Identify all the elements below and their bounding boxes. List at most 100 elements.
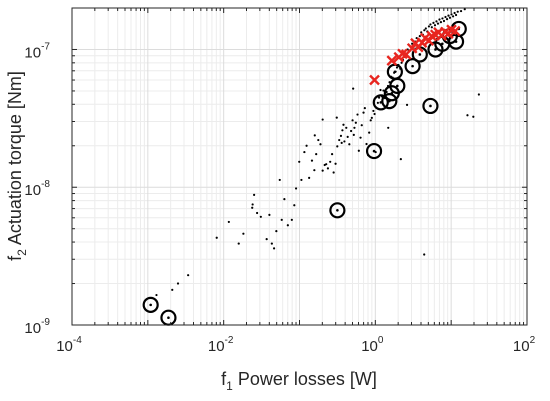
- data-point-dot: [253, 193, 256, 196]
- data-point-dot: [256, 211, 259, 215]
- data-point-dot: [439, 21, 443, 24]
- data-point-circle-center: [149, 303, 152, 307]
- data-point-dot: [343, 140, 346, 143]
- y-tick-label: 10-7: [24, 41, 50, 61]
- data-point-dot: [332, 171, 335, 174]
- data-point-dot: [351, 119, 354, 122]
- data-point-circle: [404, 58, 421, 75]
- data-point-dot: [441, 17, 444, 20]
- data-point-dot: [360, 124, 363, 127]
- data-point-dot: [442, 19, 446, 23]
- data-point-dot: [155, 293, 158, 297]
- x-tick-label: 102: [513, 335, 536, 355]
- data-point-dot: [438, 18, 441, 21]
- data-point-dot: [345, 126, 348, 129]
- data-point-dot: [427, 25, 431, 28]
- data-point-dot: [418, 35, 421, 38]
- data-point-circle-center: [393, 70, 397, 74]
- data-point-circle: [329, 202, 346, 219]
- data-point-dot: [330, 152, 334, 156]
- data-point-dot: [433, 24, 437, 27]
- data-point-dot: [305, 144, 308, 147]
- data-point-dot: [340, 141, 343, 144]
- data-point-circle-center: [441, 42, 444, 46]
- data-point-dot: [187, 274, 190, 277]
- data-point-cross: [369, 74, 380, 86]
- data-point-dot: [368, 131, 371, 134]
- data-point-dot: [352, 87, 355, 90]
- data-point-dot: [466, 114, 469, 117]
- data-point-dot: [259, 215, 262, 218]
- data-point-circle: [365, 142, 383, 160]
- data-point-dot: [334, 162, 337, 165]
- data-point-dot: [445, 18, 449, 21]
- data-point-dot: [448, 16, 452, 19]
- data-point-dot: [395, 66, 399, 69]
- x-tick-label: 100: [361, 335, 384, 355]
- data-point-dot: [346, 135, 349, 138]
- data-point-dot: [286, 224, 289, 227]
- data-point-dot: [268, 213, 271, 216]
- data-point-dot: [294, 187, 298, 190]
- data-point-dot: [472, 115, 475, 118]
- data-point-dot: [275, 230, 278, 233]
- data-point-dot: [365, 142, 368, 146]
- data-point-dot: [272, 247, 276, 250]
- data-point-dot: [310, 159, 314, 162]
- data-point-circle-center: [336, 209, 339, 212]
- data-point-dot: [242, 232, 245, 235]
- data-point-dot: [283, 198, 286, 201]
- data-point-dot: [359, 136, 362, 139]
- data-point-dot: [313, 134, 316, 137]
- data-point-dot: [313, 169, 316, 172]
- data-point-dot: [298, 160, 301, 163]
- data-point-dot: [377, 96, 381, 99]
- y-tick-label: 10-9: [24, 317, 50, 337]
- data-point-dot: [354, 121, 357, 124]
- data-point-dot: [326, 167, 330, 170]
- data-point-dot: [342, 123, 345, 126]
- data-point-circle: [389, 77, 406, 94]
- data-point-dot: [278, 178, 281, 182]
- data-point-dot: [349, 129, 353, 133]
- data-point-dot: [447, 14, 450, 17]
- data-point-dot: [369, 119, 372, 122]
- data-point-dot: [293, 204, 296, 207]
- data-point-dot: [341, 129, 344, 132]
- data-point-dot: [456, 10, 459, 13]
- data-point-circle-center: [411, 64, 414, 68]
- data-point-dot: [373, 112, 376, 116]
- data-point-circle-center: [429, 104, 432, 108]
- data-point-dot: [265, 238, 268, 241]
- x-tick-label: 10-4: [56, 335, 82, 355]
- data-point-dot: [423, 29, 426, 32]
- data-point-dot: [176, 282, 180, 285]
- data-point-dot: [451, 15, 455, 18]
- data-point-dot: [436, 22, 440, 25]
- data-point-dot: [454, 13, 458, 17]
- data-point-dot: [325, 163, 328, 166]
- crosses-series: [369, 24, 461, 86]
- data-point-dot: [399, 158, 402, 161]
- data-point-dot: [424, 27, 427, 30]
- data-point-dot: [251, 203, 254, 206]
- data-point-dot: [372, 109, 375, 113]
- data-point-dot: [376, 101, 379, 104]
- data-point-dot: [379, 88, 382, 92]
- y-tick-label: 10-8: [24, 179, 50, 199]
- data-point-dot: [308, 176, 311, 179]
- data-point-circle-center: [167, 316, 170, 319]
- data-point-dot: [387, 126, 390, 129]
- data-point-dot: [463, 8, 466, 11]
- data-point-dot: [356, 113, 359, 116]
- data-point-dot: [300, 178, 303, 182]
- data-point-dot: [303, 150, 306, 154]
- data-point-circle: [381, 92, 398, 110]
- x-tick-label: 10-2: [208, 335, 234, 355]
- data-point-dot: [432, 21, 435, 24]
- data-point-dot: [321, 169, 324, 172]
- data-point-dot: [317, 138, 320, 142]
- data-point-dot: [237, 242, 240, 245]
- data-point-circle: [142, 296, 159, 313]
